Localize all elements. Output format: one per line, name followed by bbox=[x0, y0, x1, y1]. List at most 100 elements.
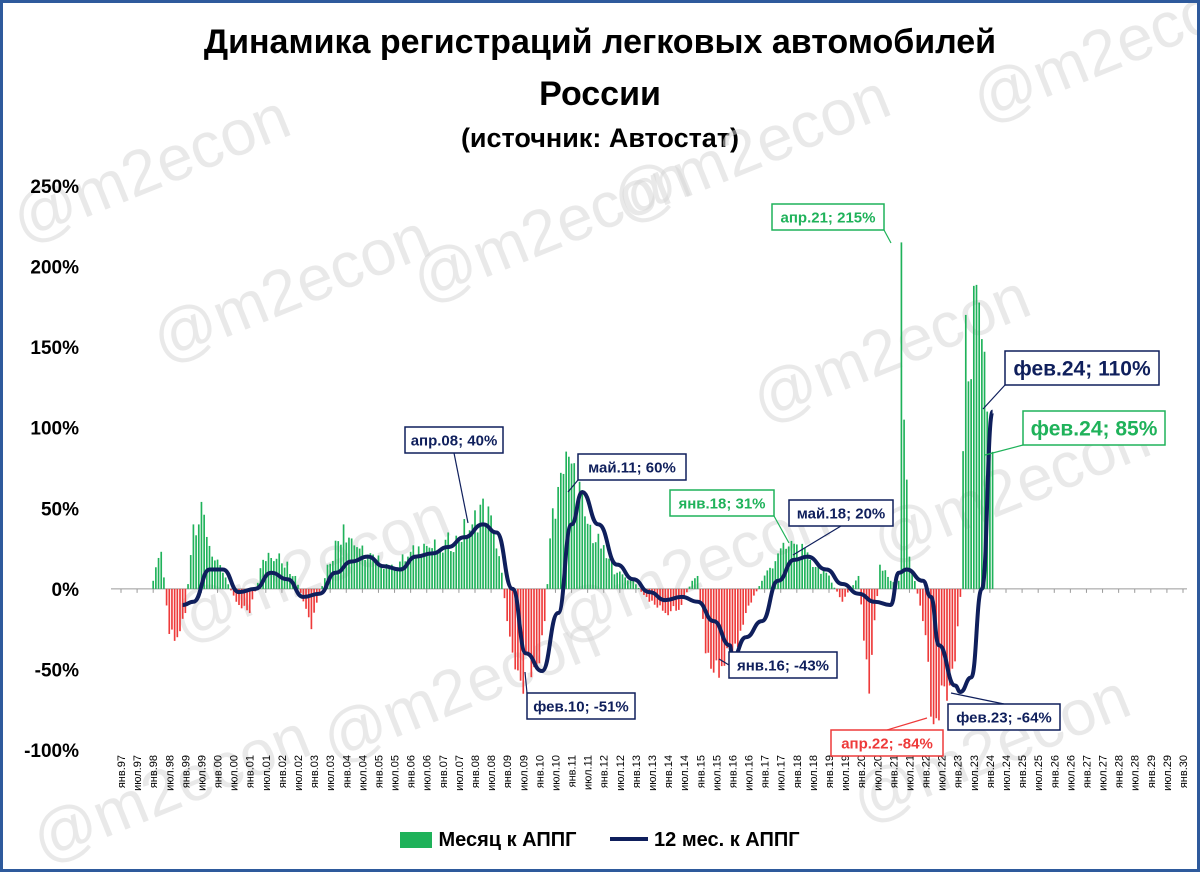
monthly-bar bbox=[603, 545, 605, 589]
monthly-bar bbox=[686, 589, 688, 592]
monthly-bar bbox=[581, 490, 583, 589]
x-tick-label: июл.17 bbox=[776, 755, 788, 791]
x-tick-label: июл.99 bbox=[196, 755, 208, 791]
x-tick-label: июл.20 bbox=[872, 755, 884, 791]
monthly-bar bbox=[364, 560, 366, 589]
monthly-bar bbox=[884, 570, 886, 589]
monthly-bar bbox=[750, 589, 752, 603]
monthly-bar bbox=[946, 589, 948, 701]
monthly-bar bbox=[383, 569, 385, 589]
monthly-bar bbox=[214, 560, 216, 588]
monthly-bar bbox=[796, 544, 798, 588]
monthly-bar bbox=[378, 555, 380, 588]
monthly-bar bbox=[952, 589, 954, 669]
monthly-bar bbox=[547, 584, 549, 589]
monthly-bar bbox=[268, 553, 270, 589]
x-tick-label: июл.26 bbox=[1065, 755, 1077, 791]
monthly-bar bbox=[844, 589, 846, 597]
monthly-bar bbox=[874, 589, 876, 620]
monthly-bar bbox=[190, 555, 192, 589]
monthly-bar bbox=[300, 589, 302, 593]
x-tick-label: июл.03 bbox=[325, 755, 337, 791]
x-tick-label: янв.99 bbox=[180, 755, 192, 788]
monthly-bar bbox=[906, 480, 908, 589]
monthly-bar bbox=[321, 586, 323, 589]
monthly-bar bbox=[694, 578, 696, 589]
monthly-bar bbox=[616, 573, 618, 589]
monthly-bar bbox=[544, 589, 546, 621]
annotation-label: янв.16; -43% bbox=[737, 657, 829, 674]
x-tick-label: июл.02 bbox=[293, 755, 305, 791]
annotation-leader bbox=[983, 385, 1005, 409]
x-tick-label: июл.25 bbox=[1033, 755, 1045, 791]
monthly-bar bbox=[614, 574, 616, 589]
x-tick-label: янв.16 bbox=[727, 755, 739, 788]
monthly-bar bbox=[193, 524, 195, 588]
monthly-bar bbox=[962, 451, 964, 589]
monthly-bar bbox=[922, 589, 924, 621]
annotation-label: май.18; 20% bbox=[797, 505, 886, 522]
monthly-bar bbox=[817, 566, 819, 589]
monthly-bar bbox=[627, 580, 629, 588]
annotation-label: апр.21; 215% bbox=[781, 209, 876, 226]
monthly-bar bbox=[976, 285, 978, 589]
monthly-bar bbox=[855, 580, 857, 588]
x-tick-label: янв.25 bbox=[1017, 755, 1029, 788]
x-tick-label: июл.08 bbox=[486, 755, 498, 791]
monthly-bar bbox=[809, 560, 811, 589]
monthly-bar bbox=[890, 581, 892, 589]
monthly-bar bbox=[799, 559, 801, 588]
monthly-bar bbox=[482, 499, 484, 589]
x-tick-label: июл.06 bbox=[422, 755, 434, 791]
monthly-bar bbox=[560, 473, 562, 589]
y-tick-label: -50% bbox=[35, 660, 79, 681]
monthly-bar bbox=[697, 576, 699, 589]
monthly-bar bbox=[501, 573, 503, 589]
monthly-bar bbox=[423, 544, 425, 589]
legend-item-bars: Месяц к АППГ bbox=[400, 829, 576, 852]
legend-swatch-bars bbox=[400, 832, 432, 848]
monthly-bar bbox=[305, 589, 307, 609]
monthly-bar bbox=[394, 569, 396, 588]
monthly-bar bbox=[477, 532, 479, 588]
monthly-bar bbox=[463, 519, 465, 589]
monthly-bar bbox=[825, 573, 827, 589]
x-tick-label: янв.05 bbox=[373, 755, 385, 788]
monthly-bar bbox=[887, 577, 889, 589]
monthly-bar bbox=[461, 542, 463, 589]
x-tick-label: июл.97 bbox=[132, 755, 144, 791]
monthly-bar bbox=[539, 589, 541, 663]
monthly-bar bbox=[914, 581, 916, 589]
monthly-bar bbox=[187, 584, 189, 589]
x-tick-label: июл.27 bbox=[1098, 755, 1110, 791]
watermark-text: @m2econ bbox=[961, 3, 1197, 136]
monthly-bar bbox=[353, 545, 355, 588]
x-tick-label: янв.04 bbox=[341, 755, 353, 788]
monthly-bar bbox=[624, 577, 626, 588]
monthly-bar bbox=[362, 546, 364, 589]
monthly-bar bbox=[783, 543, 785, 589]
monthly-bar bbox=[469, 530, 471, 589]
monthly-bar bbox=[209, 546, 211, 589]
monthly-bar bbox=[458, 541, 460, 589]
y-tick-label: 250% bbox=[30, 177, 79, 198]
monthly-bar bbox=[450, 551, 452, 589]
monthly-bar bbox=[335, 541, 337, 589]
annotation-label: фев.23; -64% bbox=[956, 709, 1052, 726]
monthly-bar bbox=[356, 547, 358, 589]
monthly-bar bbox=[758, 586, 760, 589]
monthly-bar bbox=[337, 541, 339, 589]
watermark-text: @m2econ bbox=[3, 80, 300, 256]
monthly-bar bbox=[421, 557, 423, 589]
annotation-label: фев.10; -51% bbox=[533, 698, 629, 715]
monthly-bar bbox=[308, 589, 310, 617]
monthly-bar bbox=[876, 589, 878, 596]
x-tick-label: янв.12 bbox=[599, 755, 611, 788]
monthly-bar bbox=[286, 562, 288, 589]
x-tick-label: июл.14 bbox=[679, 755, 691, 791]
x-tick-label: июл.23 bbox=[969, 755, 981, 791]
monthly-bar bbox=[552, 508, 554, 589]
watermark-text: @m2econ bbox=[141, 200, 439, 376]
monthly-bar bbox=[632, 581, 634, 589]
monthly-bar bbox=[160, 552, 162, 589]
